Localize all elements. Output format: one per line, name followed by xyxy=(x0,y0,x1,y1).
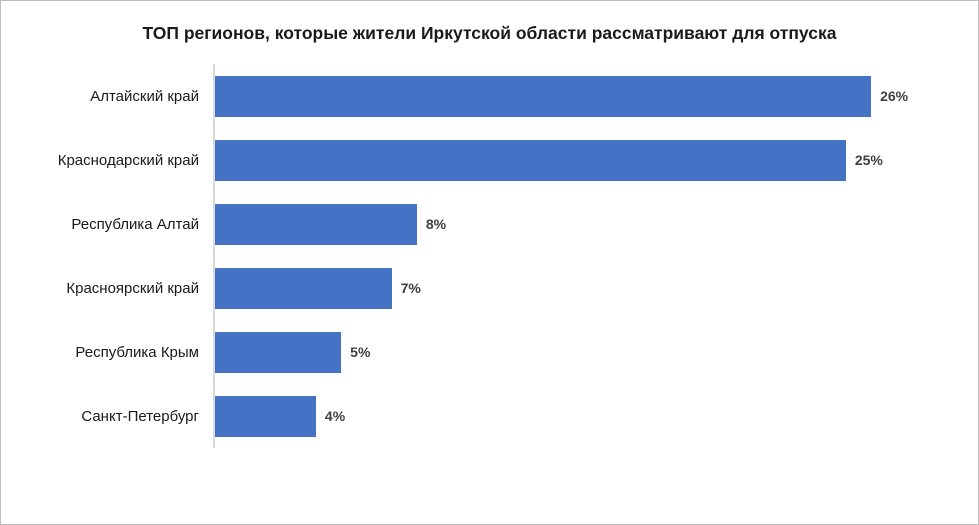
value-label: 26% xyxy=(880,88,909,105)
category-label: Алтайский край xyxy=(90,87,199,105)
bar xyxy=(215,395,316,437)
value-label: 25% xyxy=(854,152,883,169)
value-label: 7% xyxy=(400,280,421,297)
chart-title: ТОП регионов, которые жители Иркутской о… xyxy=(142,23,837,43)
bar-track: 26% xyxy=(213,64,978,129)
bar xyxy=(215,203,417,245)
bar xyxy=(215,267,392,309)
bar-track: 7% xyxy=(213,256,978,321)
bar-row: Республика Алтай 8% xyxy=(1,192,978,257)
category-label: Республика Крым xyxy=(75,343,199,361)
value-label: 4% xyxy=(324,408,346,425)
bar xyxy=(215,139,846,181)
bar-row: Республика Крым 5% xyxy=(1,320,978,385)
plot-area: Алтайский край 26% Краснодарский край 25% Ре… xyxy=(1,64,978,449)
category-label: Санкт-Петербург xyxy=(81,407,199,425)
bar xyxy=(215,75,872,117)
category-label: Республика Алтай xyxy=(71,215,199,233)
bar-track: 4% xyxy=(213,384,978,449)
bar-track: 5% xyxy=(213,320,978,385)
bar-track: 8% xyxy=(213,192,978,257)
bar-row: Санкт-Петербург 4% xyxy=(1,384,978,449)
bar-row: Алтайский край 26% xyxy=(1,64,978,129)
bar-row: Краснодарский край 25% xyxy=(1,128,978,193)
value-label: 5% xyxy=(350,344,371,361)
category-label: Красноярский край xyxy=(66,279,199,297)
category-label: Краснодарский край xyxy=(57,151,199,169)
bar-row: Красноярский край 7% xyxy=(1,256,978,321)
value-label: 8% xyxy=(425,216,447,233)
bar xyxy=(215,331,342,373)
bar-track: 25% xyxy=(213,128,978,193)
